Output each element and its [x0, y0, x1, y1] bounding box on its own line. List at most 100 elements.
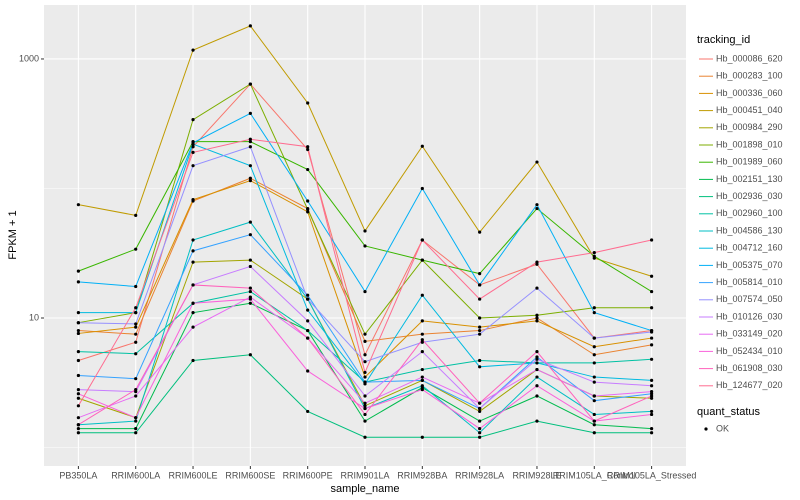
- data-point: [535, 361, 539, 365]
- data-point: [76, 328, 80, 333]
- legend-label: Hb_004586_130: [716, 225, 783, 235]
- data-point: [535, 203, 539, 207]
- point-legend-title: quant_status: [697, 406, 760, 418]
- legend-label: Hb_000451_040: [716, 105, 783, 115]
- data-point: [306, 369, 310, 373]
- data-point: [248, 258, 252, 262]
- data-point: [535, 419, 539, 423]
- data-point: [191, 311, 195, 315]
- data-point: [478, 406, 482, 411]
- data-point: [478, 283, 482, 287]
- data-point: [248, 164, 252, 168]
- data-point: [420, 338, 424, 342]
- data-point: [76, 321, 80, 325]
- data-point: [478, 435, 482, 439]
- data-point: [592, 423, 596, 427]
- data-point: [248, 179, 252, 183]
- data-point: [420, 238, 424, 242]
- data-point: [76, 396, 80, 400]
- data-point: [592, 254, 596, 258]
- data-point: [76, 431, 80, 435]
- y-tick-label: 10: [29, 312, 39, 322]
- data-point: [650, 431, 654, 435]
- data-point: [76, 311, 80, 315]
- data-point: [535, 367, 539, 372]
- legend-title: tracking_id: [697, 34, 750, 46]
- legend-label: Hb_002151_130: [716, 174, 783, 184]
- data-point: [363, 394, 367, 398]
- data-point: [478, 230, 482, 234]
- y-tick-label: 1000: [19, 53, 39, 63]
- data-point: [535, 319, 539, 323]
- data-point: [478, 358, 482, 363]
- data-point: [134, 352, 138, 356]
- data-point: [592, 419, 596, 423]
- data-point: [478, 332, 482, 336]
- data-point: [191, 141, 195, 145]
- x-tick-label: RRIM105LA_Control: [553, 470, 636, 480]
- data-point: [592, 412, 596, 417]
- data-point: [363, 289, 367, 294]
- data-point: [191, 145, 195, 149]
- data-point: [248, 111, 252, 115]
- legend-label: Hb_001989_060: [716, 157, 783, 167]
- data-point: [478, 431, 482, 435]
- data-point: [592, 361, 596, 365]
- data-point: [306, 409, 310, 414]
- data-point: [363, 360, 367, 364]
- data-point: [420, 435, 424, 439]
- data-point: [76, 280, 80, 284]
- data-point: [134, 322, 138, 326]
- data-point: [650, 390, 654, 394]
- data-point: [76, 331, 80, 336]
- data-point: [76, 373, 80, 378]
- data-point: [650, 238, 654, 242]
- data-point: [650, 336, 654, 340]
- data-point: [134, 332, 138, 336]
- data-point: [650, 378, 654, 382]
- data-point: [478, 297, 482, 301]
- data-point: [420, 375, 424, 379]
- point-legend-key: [704, 427, 708, 431]
- data-point: [363, 353, 367, 357]
- data-point: [592, 306, 596, 310]
- data-point: [76, 203, 80, 207]
- data-point: [650, 330, 654, 334]
- data-point: [191, 325, 195, 329]
- data-point: [650, 343, 654, 347]
- data-point: [306, 167, 310, 172]
- data-point: [650, 306, 654, 310]
- data-point: [535, 313, 539, 317]
- legend-label: Hb_002936_030: [716, 191, 783, 201]
- data-point: [420, 186, 424, 191]
- data-point: [306, 336, 310, 340]
- legend-label: Hb_005375_070: [716, 260, 783, 270]
- data-point: [134, 213, 138, 217]
- data-point: [134, 247, 138, 251]
- data-point: [363, 412, 367, 417]
- data-point: [363, 244, 367, 248]
- data-point: [420, 144, 424, 148]
- data-point: [363, 435, 367, 439]
- legend-label: Hb_124677_020: [716, 380, 783, 390]
- data-point: [306, 319, 310, 323]
- data-point: [134, 306, 138, 310]
- legend-label: Hb_033149_020: [716, 329, 783, 339]
- data-point: [650, 409, 654, 414]
- x-tick-label: RRIM600LE: [169, 470, 218, 480]
- legend-label: Hb_052434_010: [716, 346, 783, 356]
- data-point: [248, 286, 252, 290]
- x-tick-label: RRIM600SE: [225, 470, 275, 480]
- data-point: [76, 426, 80, 431]
- data-point: [363, 229, 367, 233]
- data-point: [535, 160, 539, 164]
- data-point: [248, 176, 252, 180]
- legend-label: Hb_000086_620: [716, 53, 783, 63]
- data-point: [134, 419, 138, 423]
- data-point: [191, 238, 195, 242]
- data-point: [191, 249, 195, 253]
- data-point: [134, 416, 138, 420]
- data-point: [592, 431, 596, 435]
- data-point: [592, 336, 596, 340]
